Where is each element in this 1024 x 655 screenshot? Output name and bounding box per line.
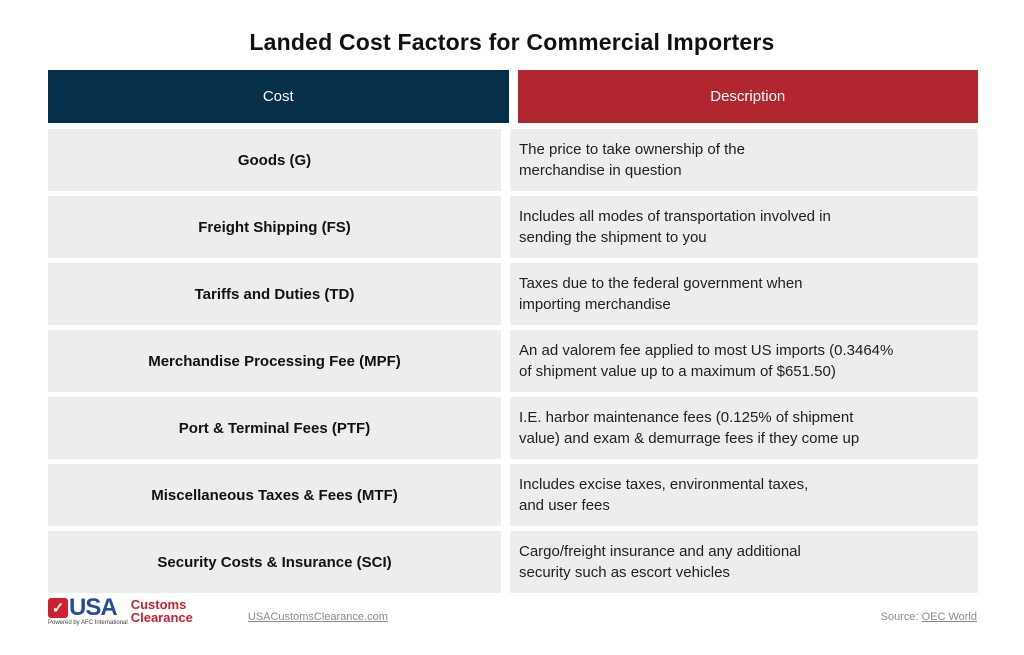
cost-cell: Goods (G) bbox=[48, 129, 501, 191]
table-row: Port & Terminal Fees (PTF) I.E. harbor m… bbox=[48, 397, 978, 459]
table-header-row: Cost Description bbox=[48, 70, 978, 123]
cost-cell: Freight Shipping (FS) bbox=[48, 196, 501, 258]
cost-label: Goods (G) bbox=[237, 151, 312, 169]
cost-label: Tariffs and Duties (TD) bbox=[194, 285, 355, 303]
description-text: I.E. harbor maintenance fees (0.125% of … bbox=[519, 409, 860, 447]
description-text: The price to take ownership of the merch… bbox=[519, 141, 745, 179]
description-text: Cargo/freight insurance and any addition… bbox=[519, 543, 801, 581]
logo-main: ✓ USA bbox=[48, 594, 128, 621]
column-header-description: Description bbox=[517, 70, 978, 123]
cost-label: Merchandise Processing Fee (MPF) bbox=[148, 352, 401, 370]
description-cell: I.E. harbor maintenance fees (0.125% of … bbox=[510, 397, 978, 459]
table-row: Miscellaneous Taxes & Fees (MTF) Include… bbox=[48, 464, 978, 526]
column-header-cost: Cost bbox=[48, 70, 509, 123]
source-label: Source: bbox=[880, 611, 922, 623]
table-row: Goods (G) The price to take ownership of… bbox=[48, 129, 978, 191]
logo-usa-text: USA bbox=[69, 594, 118, 621]
description-text: An ad valorem fee applied to most US imp… bbox=[519, 342, 894, 380]
description-text: Taxes due to the federal government when… bbox=[519, 275, 803, 313]
cost-cell: Tariffs and Duties (TD) bbox=[48, 263, 501, 325]
description-cell: An ad valorem fee applied to most US imp… bbox=[510, 330, 978, 392]
website-link[interactable]: USACustomsClearance.com bbox=[247, 611, 388, 623]
description-cell: Includes all modes of transportation inv… bbox=[510, 196, 978, 258]
description-cell: Cargo/freight insurance and any addition… bbox=[510, 531, 978, 593]
cost-label: Freight Shipping (FS) bbox=[198, 218, 351, 236]
logo-clearance-text: Clearance bbox=[130, 610, 193, 625]
landed-cost-table: Cost Description Goods (G) The price to … bbox=[48, 70, 978, 593]
cost-cell: Security Costs & Insurance (SCI) bbox=[48, 531, 501, 593]
cost-cell: Miscellaneous Taxes & Fees (MTF) bbox=[48, 464, 501, 526]
checkmark-icon: ✓ bbox=[48, 598, 68, 618]
cost-label: Security Costs & Insurance (SCI) bbox=[157, 553, 392, 571]
page-title: Landed Cost Factors for Commercial Impor… bbox=[249, 29, 775, 55]
table-body: Goods (G) The price to take ownership of… bbox=[48, 129, 978, 593]
description-text: Includes all modes of transportation inv… bbox=[519, 208, 831, 246]
description-cell: Includes excise taxes, environmental tax… bbox=[510, 464, 978, 526]
logo-customs-text: Customs bbox=[130, 597, 187, 612]
description-cell: The price to take ownership of the merch… bbox=[510, 129, 978, 191]
logo-powered-by-text: Powered by AFC International bbox=[48, 620, 128, 626]
source-link[interactable]: OEC World bbox=[921, 611, 977, 623]
source-attribution: Source: OEC World bbox=[881, 611, 977, 623]
footer: ✓ USA Powered by AFC International Custo… bbox=[48, 594, 977, 634]
description-text: Includes excise taxes, environmental tax… bbox=[519, 476, 809, 514]
table-row: Freight Shipping (FS) Includes all modes… bbox=[48, 196, 978, 258]
cost-cell: Port & Terminal Fees (PTF) bbox=[48, 397, 501, 459]
cost-label: Port & Terminal Fees (PTF) bbox=[178, 419, 371, 437]
table-row: Security Costs & Insurance (SCI) Cargo/f… bbox=[48, 531, 978, 593]
cost-label: Miscellaneous Taxes & Fees (MTF) bbox=[151, 486, 398, 504]
cost-cell: Merchandise Processing Fee (MPF) bbox=[48, 330, 501, 392]
logo-right-block: Customs Clearance bbox=[131, 598, 193, 624]
description-cell: Taxes due to the federal government when… bbox=[510, 263, 978, 325]
usa-customs-clearance-logo: ✓ USA Powered by AFC International Custo… bbox=[48, 594, 193, 626]
table-row: Merchandise Processing Fee (MPF) An ad v… bbox=[48, 330, 978, 392]
table-row: Tariffs and Duties (TD) Taxes due to the… bbox=[48, 263, 978, 325]
logo-left-block: ✓ USA Powered by AFC International bbox=[48, 594, 128, 626]
